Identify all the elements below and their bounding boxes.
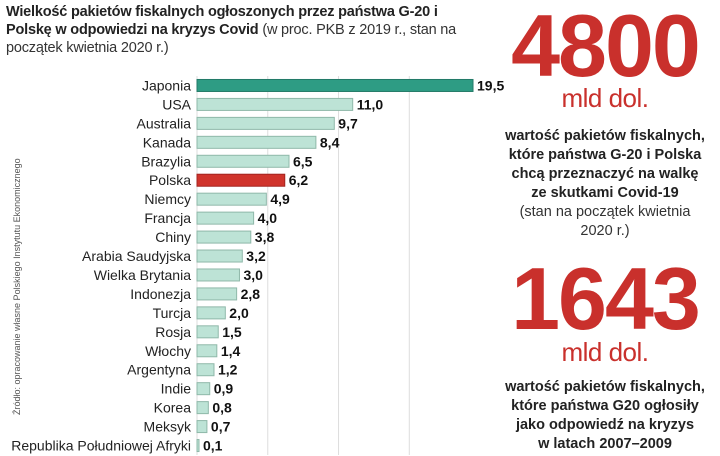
chart-title: Wielkość pakietów fiskalnych ogłoszonych… [6,3,476,57]
value-label: 0,9 [214,381,234,397]
category-label: Francja [144,210,191,226]
chart-title-note: (w proc. PKB z 2019 r., stan na początek… [6,22,456,56]
bar [196,154,290,168]
bar [196,173,286,187]
category-label: Arabia Saudyjska [82,248,191,264]
bar [196,401,209,415]
category-label: Indonezja [130,286,191,302]
chart-title-main: Wielkość pakietów fiskalnych ogłoszonych… [6,4,438,38]
bar [196,116,335,130]
bar [196,344,218,358]
bar [196,287,238,301]
value-label: 2,0 [229,305,249,321]
value-label: 4,0 [258,210,278,226]
stat-2-unit: mld dol. [561,337,649,367]
stat-2-desc-line: w latach 2007–2009 [538,436,672,452]
category-label: Argentyna [127,362,191,378]
value-label: 3,2 [246,248,266,264]
stat-1-desc-line: wartość pakietów fiskalnych, [505,128,705,144]
value-label: 9,7 [338,115,358,131]
category-label: Polska [149,172,191,188]
bar [196,439,200,453]
value-label: 0,7 [211,419,231,435]
stat-2-desc-line: wartość pakietów fiskalnych, [505,379,705,395]
value-label: 3,0 [243,267,263,283]
stat-1-note-line: (stan na początek kwietnia [519,204,691,220]
category-label: Rosja [155,324,191,340]
value-label: 19,5 [477,77,504,93]
stat-1-note-line: 2020 r.) [580,223,630,239]
value-label: 11,0 [357,96,384,112]
stat-1-desc-line: chcą przeznaczyć na walkę [511,166,699,182]
category-label: Meksyk [144,419,192,435]
category-label: Niemcy [144,191,191,207]
bar [196,78,474,92]
category-label: Republika Południowej Afryki [11,438,191,454]
value-label: 4,9 [270,191,290,207]
value-label: 3,8 [255,229,275,245]
stat-2-number: 1643 [511,249,701,348]
bar [196,192,267,206]
value-label: 1,5 [222,324,242,340]
category-label: Turcja [153,305,192,321]
category-label: Chiny [155,229,191,245]
bar [196,135,317,149]
value-label: 1,2 [218,362,238,378]
stat-1-desc-line: ze skutkami Covid-19 [531,185,679,201]
value-label: 8,4 [320,134,340,150]
stat-1-number: 4800 [511,0,701,95]
bar [196,230,252,244]
stat-2-desc-line: jako odpowiedź na kryzys [515,417,695,433]
value-label: 6,5 [293,153,313,169]
category-label: Brazylia [141,153,191,169]
bar [196,420,208,434]
bar [196,97,354,111]
category-label: Korea [154,400,192,416]
bar [196,306,226,320]
value-label: 1,4 [221,343,241,359]
category-label: Indie [161,381,192,397]
category-label: Australia [137,115,192,131]
category-label: Wielka Brytania [94,267,191,283]
stat-2-description: wartość pakietów fiskalnych, które państ… [490,378,720,454]
bar [196,268,240,282]
stat-2-desc-line: które państwa G20 ogłosiły [511,398,699,414]
bar [196,249,243,263]
stat-1-description: wartość pakietów fiskalnych, które państ… [490,127,720,241]
category-label: Kanada [143,134,191,150]
bar [196,363,215,377]
bar [196,325,219,339]
value-label: 2,8 [241,286,261,302]
value-label: 0,1 [203,438,223,454]
stat-1-unit: mld dol. [561,83,649,113]
value-label: 0,8 [212,400,232,416]
category-label: Japonia [142,77,191,93]
bar [196,382,211,396]
bar [196,211,255,225]
category-label: Włochy [145,343,191,359]
stat-1-desc-line: które państwa G-20 i Polska [508,147,702,163]
category-label: USA [162,96,191,112]
value-label: 6,2 [289,172,309,188]
